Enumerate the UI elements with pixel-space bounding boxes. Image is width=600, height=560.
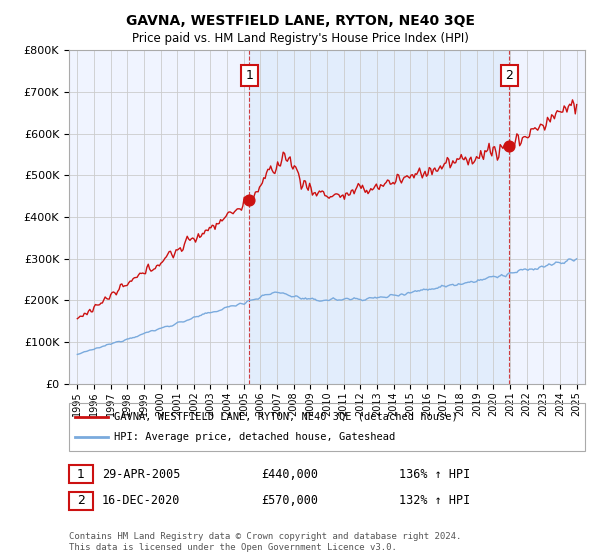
Text: 2: 2	[77, 494, 85, 507]
Text: Price paid vs. HM Land Registry's House Price Index (HPI): Price paid vs. HM Land Registry's House …	[131, 32, 469, 45]
Text: GAVNA, WESTFIELD LANE, RYTON, NE40 3QE (detached house): GAVNA, WESTFIELD LANE, RYTON, NE40 3QE (…	[114, 412, 458, 422]
Text: £440,000: £440,000	[261, 468, 318, 481]
Text: 2: 2	[505, 69, 514, 82]
Point	[244, 196, 254, 205]
Bar	[249, 50, 509, 384]
Text: HPI: Average price, detached house, Gateshead: HPI: Average price, detached house, Gate…	[114, 432, 395, 442]
Text: 1: 1	[77, 468, 85, 481]
Text: £570,000: £570,000	[261, 494, 318, 507]
Text: 136% ↑ HPI: 136% ↑ HPI	[399, 468, 470, 481]
Text: 132% ↑ HPI: 132% ↑ HPI	[399, 494, 470, 507]
Text: 1: 1	[245, 69, 253, 82]
Text: 16-DEC-2020: 16-DEC-2020	[102, 494, 181, 507]
Text: Contains HM Land Registry data © Crown copyright and database right 2024.
This d: Contains HM Land Registry data © Crown c…	[69, 532, 461, 552]
Point	[505, 142, 514, 151]
Text: 29-APR-2005: 29-APR-2005	[102, 468, 181, 481]
Text: GAVNA, WESTFIELD LANE, RYTON, NE40 3QE: GAVNA, WESTFIELD LANE, RYTON, NE40 3QE	[125, 14, 475, 28]
